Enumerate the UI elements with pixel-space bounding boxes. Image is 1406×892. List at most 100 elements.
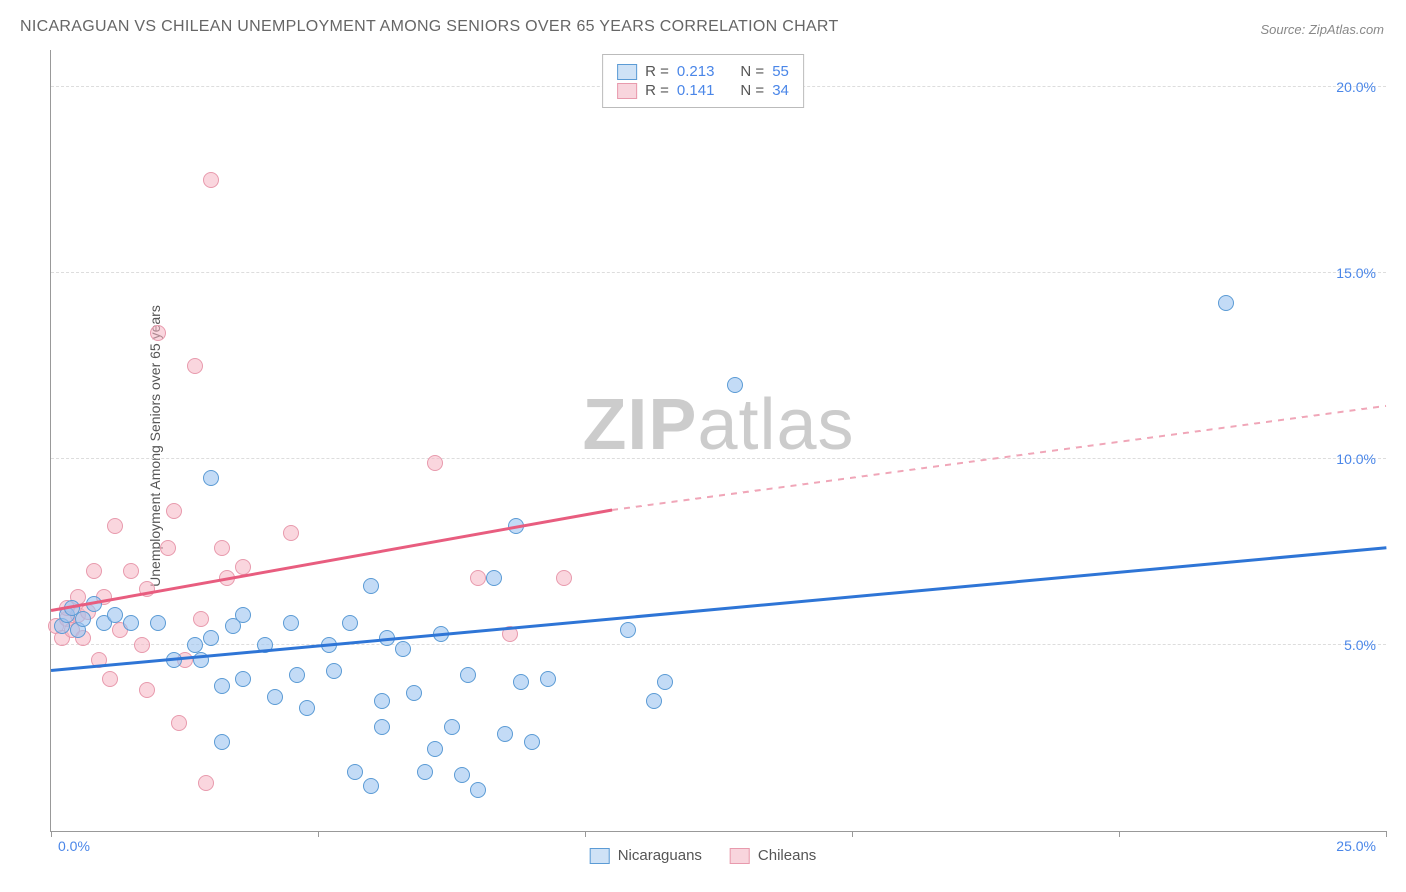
- data-point: [86, 563, 102, 579]
- legend-r-value: 0.213: [677, 63, 715, 80]
- gridline: [51, 644, 1386, 645]
- data-point: [1218, 295, 1234, 311]
- regression-line: [51, 509, 612, 612]
- legend-stats-row: R = 0.141 N = 34: [617, 82, 789, 99]
- data-point: [102, 671, 118, 687]
- data-point: [75, 611, 91, 627]
- x-tick: [51, 831, 52, 837]
- legend-stats-row: R = 0.213 N = 55: [617, 63, 789, 80]
- data-point: [620, 622, 636, 638]
- legend-swatch-pink-icon: [617, 83, 637, 99]
- data-point: [347, 764, 363, 780]
- legend-n-value: 55: [772, 63, 789, 80]
- y-tick-label: 5.0%: [1344, 637, 1376, 653]
- y-tick-label: 15.0%: [1336, 265, 1376, 281]
- data-point: [727, 377, 743, 393]
- data-point: [198, 775, 214, 791]
- data-point: [171, 715, 187, 731]
- data-point: [497, 726, 513, 742]
- plot-area: ZIPatlas 5.0% 10.0% 15.0% 20.0%: [50, 50, 1386, 832]
- data-point: [427, 741, 443, 757]
- data-point: [107, 607, 123, 623]
- data-point: [395, 641, 411, 657]
- chart-title: NICARAGUAN VS CHILEAN UNEMPLOYMENT AMONG…: [20, 18, 839, 36]
- legend-item-chileans: Chileans: [730, 847, 816, 864]
- watermark-bold: ZIP: [582, 385, 697, 465]
- data-point: [299, 700, 315, 716]
- legend-swatch-blue-icon: [617, 64, 637, 80]
- legend-r-label: R =: [645, 82, 669, 99]
- data-point: [166, 503, 182, 519]
- data-point: [427, 455, 443, 471]
- legend-swatch-blue-icon: [590, 848, 610, 864]
- x-tick: [585, 831, 586, 837]
- data-point: [150, 615, 166, 631]
- data-point: [454, 767, 470, 783]
- data-point: [417, 764, 433, 780]
- data-point: [513, 674, 529, 690]
- data-point: [107, 518, 123, 534]
- x-tick: [852, 831, 853, 837]
- data-point: [363, 778, 379, 794]
- data-point: [470, 782, 486, 798]
- data-point: [646, 693, 662, 709]
- data-point: [214, 540, 230, 556]
- data-point: [193, 611, 209, 627]
- data-point: [486, 570, 502, 586]
- data-point: [150, 325, 166, 341]
- data-point: [187, 358, 203, 374]
- x-tick: [1119, 831, 1120, 837]
- data-point: [406, 685, 422, 701]
- legend-n-label: N =: [740, 82, 764, 99]
- watermark: ZIPatlas: [582, 384, 854, 466]
- data-point: [363, 578, 379, 594]
- legend-stats: R = 0.213 N = 55 R = 0.141 N = 34: [602, 54, 804, 108]
- legend-label: Chileans: [758, 847, 816, 864]
- data-point: [374, 719, 390, 735]
- data-point: [267, 689, 283, 705]
- data-point: [283, 615, 299, 631]
- data-point: [444, 719, 460, 735]
- x-axis-min-label: 0.0%: [58, 838, 90, 854]
- gridline: [51, 458, 1386, 459]
- watermark-rest: atlas: [697, 385, 854, 465]
- data-point: [123, 563, 139, 579]
- chart-container: NICARAGUAN VS CHILEAN UNEMPLOYMENT AMONG…: [0, 0, 1406, 892]
- data-point: [214, 734, 230, 750]
- x-tick: [318, 831, 319, 837]
- data-point: [374, 693, 390, 709]
- data-point: [139, 682, 155, 698]
- data-point: [283, 525, 299, 541]
- data-point: [235, 671, 251, 687]
- data-point: [203, 470, 219, 486]
- legend-series: Nicaraguans Chileans: [590, 847, 817, 864]
- legend-swatch-pink-icon: [730, 848, 750, 864]
- data-point: [326, 663, 342, 679]
- legend-n-label: N =: [740, 63, 764, 80]
- data-point: [187, 637, 203, 653]
- data-point: [540, 671, 556, 687]
- data-point: [160, 540, 176, 556]
- y-tick-label: 10.0%: [1336, 451, 1376, 467]
- data-point: [460, 667, 476, 683]
- x-tick: [1386, 831, 1387, 837]
- chart-source: Source: ZipAtlas.com: [1260, 22, 1384, 37]
- data-point: [524, 734, 540, 750]
- data-point: [342, 615, 358, 631]
- legend-item-nicaraguans: Nicaraguans: [590, 847, 702, 864]
- data-point: [214, 678, 230, 694]
- x-axis-max-label: 25.0%: [1336, 838, 1376, 854]
- legend-r-value: 0.141: [677, 82, 715, 99]
- data-point: [470, 570, 486, 586]
- legend-label: Nicaraguans: [618, 847, 702, 864]
- gridline: [51, 272, 1386, 273]
- data-point: [235, 607, 251, 623]
- regression-line: [51, 546, 1386, 671]
- data-point: [657, 674, 673, 690]
- data-point: [203, 172, 219, 188]
- y-tick-label: 20.0%: [1336, 79, 1376, 95]
- data-point: [134, 637, 150, 653]
- data-point: [556, 570, 572, 586]
- data-point: [123, 615, 139, 631]
- legend-n-value: 34: [772, 82, 789, 99]
